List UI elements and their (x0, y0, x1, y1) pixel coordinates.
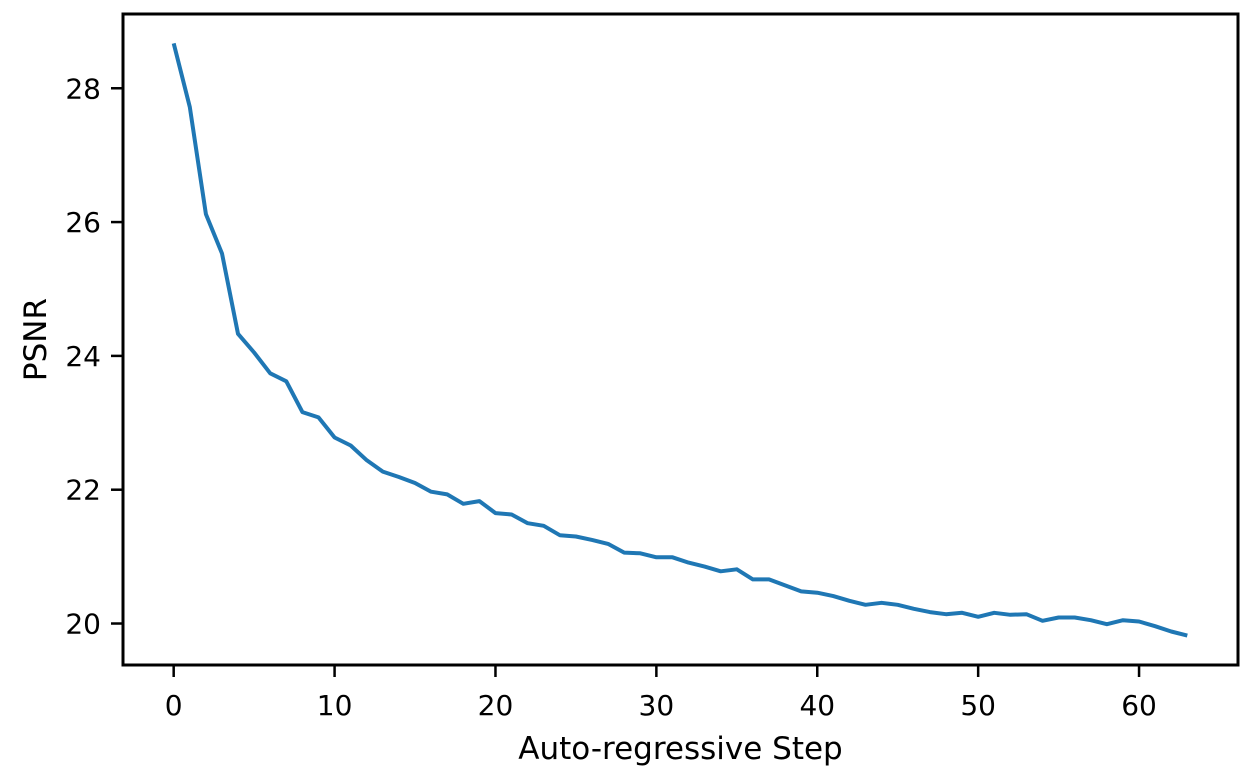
y-axis-label: PSNR (18, 298, 54, 381)
series-layer (171, 42, 1188, 638)
x-axis-ticks: 0 10 20 30 40 50 60 (165, 665, 1157, 722)
x-tick-label: 10 (317, 689, 353, 722)
y-tick-label: 22 (65, 474, 101, 507)
y-tick-label: 24 (65, 340, 101, 373)
x-tick-label: 40 (799, 689, 835, 722)
y-axis-ticks: 20 22 24 26 28 (65, 72, 123, 641)
y-tick-label: 26 (65, 206, 101, 239)
x-axis-label: Auto-regressive Step (518, 731, 842, 767)
axes-frame (121, 12, 1240, 667)
y-tick-label: 20 (65, 608, 101, 641)
x-tick-label: 50 (960, 689, 996, 722)
x-tick-label: 0 (165, 689, 183, 722)
x-tick-label: 30 (639, 689, 675, 722)
x-tick-label: 60 (1121, 689, 1157, 722)
x-tick-label: 20 (478, 689, 514, 722)
y-tick-label: 28 (65, 72, 101, 105)
psnr-series-line (171, 42, 1188, 638)
